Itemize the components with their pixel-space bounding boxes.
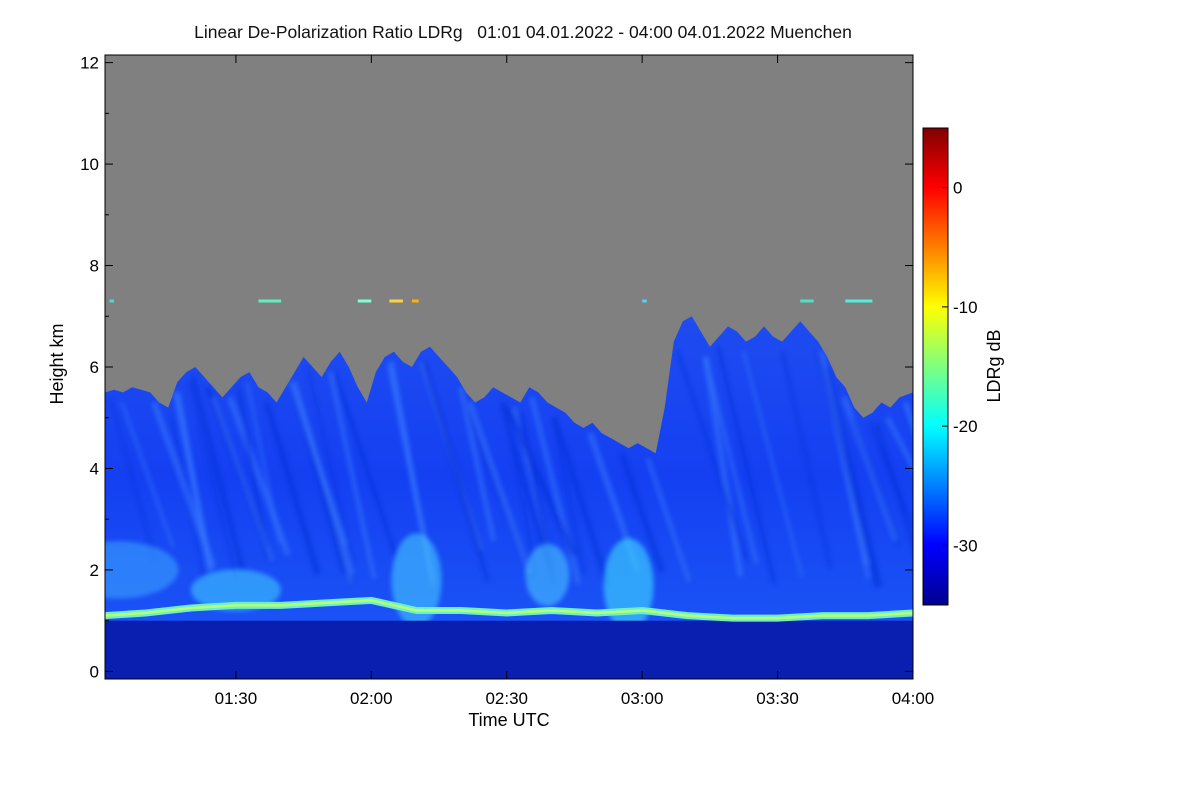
fall-streak <box>885 416 913 472</box>
y-tick-label: 2 <box>90 561 99 580</box>
aerosol-patch <box>603 538 654 632</box>
fall-streak <box>236 386 270 559</box>
colorbar-tick-label: 0 <box>953 179 962 198</box>
x-tick-label: 03:30 <box>756 689 799 708</box>
x-axis: 01:30 02:00 02:30 03:00 03:30 04:00 <box>215 55 935 708</box>
fall-streak <box>328 371 377 579</box>
fall-streak <box>702 356 744 577</box>
fall-streak <box>172 391 214 572</box>
fall-streak <box>120 402 175 549</box>
fall-streak <box>781 351 832 569</box>
x-tick-label: 02:00 <box>350 689 393 708</box>
plot-area <box>105 55 913 679</box>
liquid-water-layer-core <box>105 599 913 620</box>
fall-streak <box>467 401 532 574</box>
fall-streak <box>868 422 913 530</box>
y-tick-label: 6 <box>90 358 99 377</box>
sparse-echo <box>411 299 419 303</box>
aerosol-patches <box>105 533 654 632</box>
fall-streak <box>422 361 490 582</box>
fall-streak <box>551 417 586 575</box>
fall-streak <box>227 396 291 556</box>
fall-streak <box>742 351 804 577</box>
fall-streak <box>211 396 274 561</box>
fall-streak <box>816 351 879 589</box>
aerosol-patch <box>190 569 281 611</box>
sparse-echo <box>357 299 372 303</box>
fall-streak <box>263 401 321 576</box>
x-axis-title: Time UTC <box>468 710 549 730</box>
colorbar-ticks: 0 -10 -20 -30 <box>942 179 978 555</box>
colorbar-gradient <box>922 127 949 606</box>
aerosol-patch <box>105 541 179 599</box>
colorbar-tick-label: -20 <box>953 417 978 436</box>
y-axis: 0 2 4 6 8 10 12 <box>80 54 913 681</box>
fall-streak <box>332 371 398 558</box>
x-tick-label: 02:30 <box>485 689 528 708</box>
fall-streak <box>552 416 610 585</box>
aerosol-patch <box>391 533 442 627</box>
sparse-echo <box>845 299 873 303</box>
colorbar-tick-label: -30 <box>953 536 978 555</box>
chart-title: Linear De-Polarization Ratio LDRg 01:01 … <box>194 22 852 42</box>
colorbar-title: LDRg dB <box>984 329 1004 402</box>
sparse-echo <box>258 299 282 303</box>
y-tick-label: 10 <box>80 155 99 174</box>
fall-streak <box>458 386 496 542</box>
fall-streak <box>703 356 759 564</box>
sparse-echo <box>800 299 814 303</box>
y-tick-label: 4 <box>90 459 99 478</box>
fall-streak <box>716 346 777 584</box>
fall-streak <box>850 417 902 547</box>
aerosol-patch <box>525 543 570 607</box>
boundary-layer-region <box>105 620 913 679</box>
fall-streak <box>825 366 883 587</box>
fall-streak <box>676 351 748 560</box>
sparse-echo-layer <box>109 299 873 303</box>
fall-streak <box>618 452 665 573</box>
fall-streak <box>188 381 237 580</box>
x-tick-label: 03:00 <box>621 689 664 708</box>
fall-streak <box>505 406 577 558</box>
y-tick-label: 8 <box>90 257 99 276</box>
fall-streak <box>289 381 348 546</box>
y-axis-title: Height km <box>47 323 67 404</box>
y-tick-label: 0 <box>90 662 99 681</box>
colorbar-tick-label: -10 <box>953 298 978 317</box>
x-tick-label: 01:30 <box>215 689 258 708</box>
fall-streak <box>190 376 245 570</box>
x-tick-label: 04:00 <box>892 689 935 708</box>
sparse-echo <box>389 299 403 303</box>
sparse-echo <box>109 299 114 303</box>
colorbar: 0 -10 -20 -30 LDRg dB <box>922 127 1004 606</box>
fall-streaks <box>109 346 913 589</box>
fall-streak <box>646 457 691 583</box>
y-tick-label: 12 <box>80 54 99 73</box>
fall-streak <box>109 399 157 561</box>
sparse-echo <box>642 299 647 303</box>
fall-streak <box>503 402 538 577</box>
fall-streak <box>306 366 355 565</box>
